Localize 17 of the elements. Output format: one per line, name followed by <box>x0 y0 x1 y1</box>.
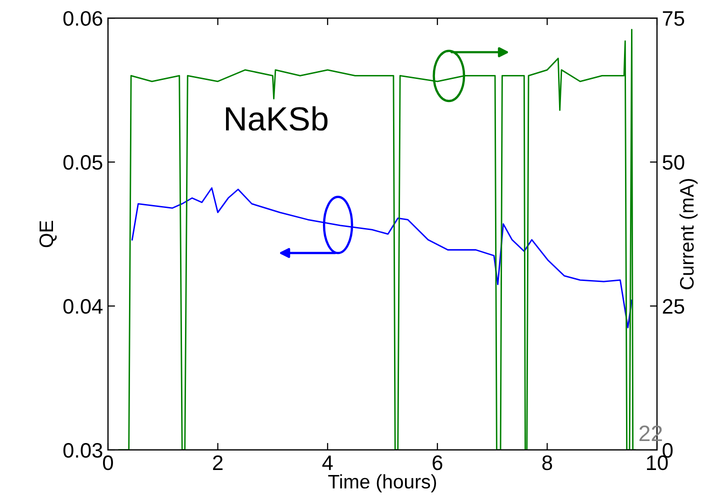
y2-axis-title: Current (mA) <box>679 179 698 290</box>
y2-tick-label: 75 <box>662 11 684 26</box>
y-tick-label: 0.04 <box>63 299 103 314</box>
y2-tick-label: 25 <box>662 299 684 314</box>
y-tick-label: 0.06 <box>63 11 102 26</box>
y-tick-label: 0.03 <box>63 442 102 458</box>
y2-tick-label: 50 <box>662 155 684 170</box>
x-tick-label: 4 <box>322 456 333 470</box>
x-axis-title: Time (hours) <box>328 474 436 492</box>
y-tick-label: 0.05 <box>63 155 102 170</box>
y-axis-title: QE <box>39 220 57 248</box>
annotation: NaKSb <box>226 106 328 131</box>
line-series <box>131 187 632 328</box>
x-tick-label: 6 <box>432 455 442 470</box>
x-tick-label: 2 <box>213 455 223 470</box>
x-tick-label: 8 <box>542 455 552 470</box>
x-tick-label: 0 <box>103 455 113 470</box>
